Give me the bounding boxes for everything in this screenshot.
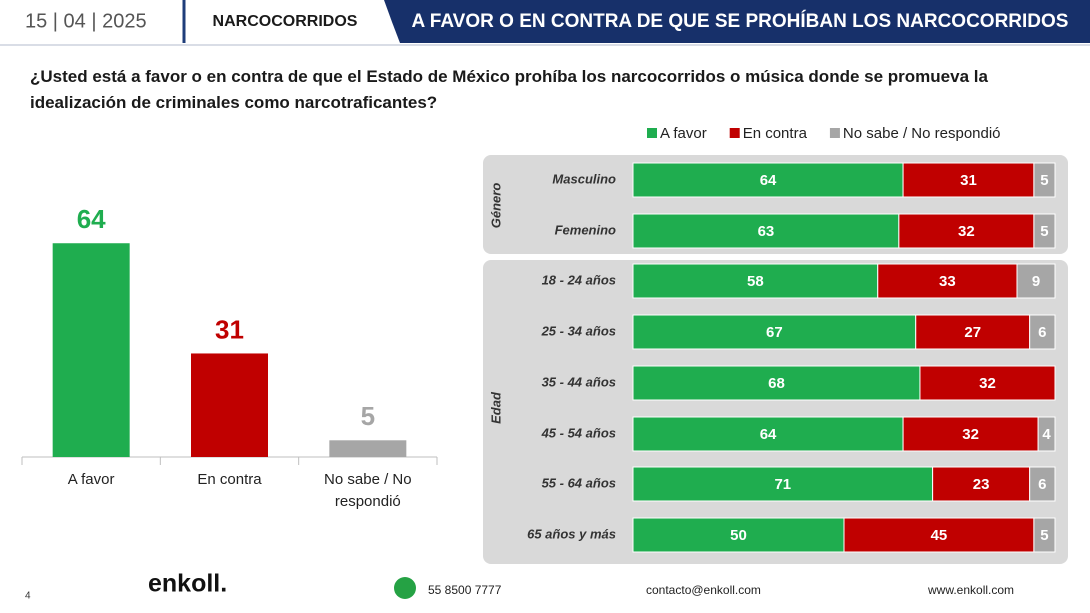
value-label: 32: [958, 223, 975, 240]
title: A FAVOR O EN CONTRA DE QUE SE PROHÍBAN L…: [412, 10, 1069, 32]
y-tick-label: 65 años y más: [527, 526, 616, 541]
bar-segment: [1033, 213, 1056, 249]
bar: [191, 353, 268, 457]
category-box: A favor: [67, 471, 115, 488]
phone: 55 8500 7777: [428, 583, 502, 597]
logo: enkoll.: [148, 570, 227, 598]
bar-segment: [632, 517, 845, 553]
bar-segment: [632, 314, 917, 350]
question-box: ¿Usted está a favor o en contra de que e…: [30, 67, 988, 112]
title-banner: [384, 0, 1090, 43]
x-tick-label: En contra: [197, 471, 262, 488]
bar-segment: [1029, 466, 1056, 502]
value-label: 63: [758, 223, 775, 240]
bar-segment: [1033, 517, 1056, 553]
category-box: En contra: [197, 471, 262, 488]
value-label: 68: [768, 375, 785, 392]
bar-segment: [915, 314, 1031, 350]
value-label: 67: [766, 324, 783, 341]
value-label: 5: [361, 401, 375, 431]
y-tick-label: 18 - 24 años: [542, 272, 616, 287]
value-label: 33: [939, 273, 956, 290]
group-label: Edad: [488, 391, 503, 424]
bar: [329, 440, 407, 457]
legend-swatch: [729, 128, 740, 138]
date: 15 | 04 | 2025: [25, 10, 147, 32]
value-label: 31: [215, 314, 244, 344]
bar-segment: [632, 162, 904, 198]
value-label: 6: [1038, 324, 1046, 341]
whatsapp-icon: [394, 577, 416, 599]
y-tick-label: 25 - 34 años: [541, 323, 616, 338]
y-tick-label: Masculino: [552, 171, 616, 186]
y-tick-label: 45 - 54 años: [541, 425, 616, 440]
bar-segment: [632, 365, 921, 401]
value-label: 5: [1040, 172, 1048, 189]
bar-segment: [919, 365, 1056, 401]
value-label: 5: [1040, 527, 1048, 544]
value-label: 64: [77, 204, 106, 234]
page-number: 4: [25, 591, 31, 602]
legend-swatch: [829, 128, 840, 138]
bar-segment: [932, 466, 1031, 502]
bar-segment: [1037, 416, 1056, 452]
value-label: 45: [931, 527, 948, 544]
category-box: No sabe / No respondió: [324, 471, 412, 510]
bar-segment: [632, 263, 879, 299]
bar-segment: [632, 213, 900, 249]
value-label: 6: [1038, 476, 1046, 493]
value-label: 31: [960, 172, 977, 189]
value-label: 64: [760, 426, 777, 443]
value-label: 9: [1032, 273, 1040, 290]
bar-segment: [632, 416, 904, 452]
value-label: 23: [973, 476, 990, 493]
value-label: 50: [730, 527, 747, 544]
bar-segment: [1033, 162, 1056, 198]
value-label: 32: [962, 426, 979, 443]
bar-segment: [902, 416, 1039, 452]
bar-segment: [632, 466, 934, 502]
value-label: 71: [774, 476, 791, 493]
value-label: 4: [1042, 426, 1051, 443]
value-label: 58: [747, 273, 764, 290]
website: www.enkoll.com: [927, 583, 1014, 597]
y-tick-label: 55 - 64 años: [542, 475, 616, 490]
x-tick-label: No sabe / No respondió: [324, 471, 412, 510]
bar-segment: [1016, 263, 1056, 299]
value-label: 5: [1040, 223, 1048, 240]
y-tick-label: Femenino: [555, 222, 616, 237]
bar-segment: [877, 263, 1018, 299]
legend-label: No sabe / No respondió: [843, 125, 1001, 142]
value-label: 32: [979, 375, 996, 392]
value-label: 27: [964, 324, 981, 341]
legend-swatch: [647, 128, 657, 138]
y-tick-label: 35 - 44 años: [542, 374, 616, 389]
bar-segment: [1029, 314, 1056, 350]
value-label: 64: [760, 172, 777, 189]
legend-label: En contra: [743, 125, 808, 142]
question: ¿Usted está a favor o en contra de que e…: [30, 67, 988, 112]
bar: [52, 243, 130, 457]
group-label: Género: [488, 183, 503, 229]
bar-segment: [898, 213, 1035, 249]
x-tick-label: A favor: [67, 471, 115, 488]
bar-segment: [843, 517, 1035, 553]
section: NARCOCORRIDOS: [213, 13, 358, 30]
legend-label: A favor: [660, 125, 707, 142]
email: contacto@enkoll.com: [646, 583, 761, 597]
